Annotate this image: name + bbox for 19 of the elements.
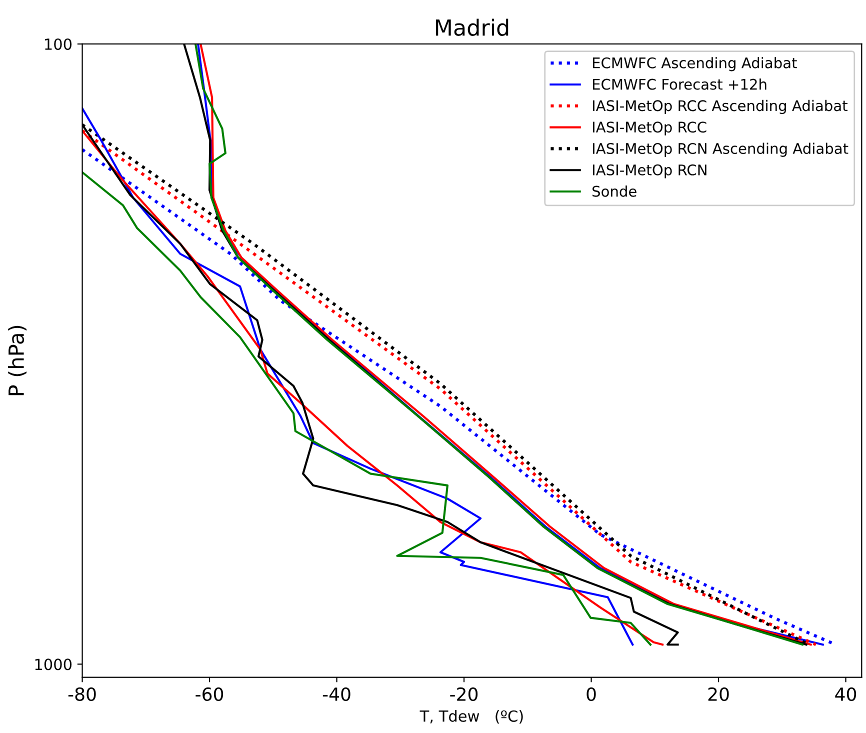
x-tick-label: 20 — [708, 687, 729, 701]
x-axis-title: T, Tdew (ºC) — [420, 710, 523, 724]
x-tick-label: -60 — [196, 687, 224, 701]
legend-label: IASI-MetOp RCC — [592, 122, 706, 136]
x-tick-label: -80 — [68, 687, 96, 701]
legend-label: ECMWFC Ascending Adiabat — [592, 57, 797, 72]
x-tick-label: -40 — [322, 687, 350, 701]
legend-label: IASI-MetOp RCN — [592, 164, 706, 178]
x-tick-label: -20 — [450, 687, 478, 701]
y-axis-title: P (hPa) — [8, 326, 27, 396]
chart-title: Madrid — [436, 18, 508, 36]
legend-label: IASI-MetOp RCC Ascending Adiabat — [592, 100, 848, 114]
x-tick-label: 0 — [586, 687, 596, 701]
legend-label: IASI-MetOp RCN Ascending Adiabat — [592, 142, 848, 157]
y-tick-label: 1000 — [35, 658, 72, 670]
legend-label: Sonde — [592, 186, 636, 197]
legend-label: ECMWFC Forecast +12h — [592, 78, 766, 90]
y-tick-label: 100 — [45, 38, 72, 50]
x-tick-label: 40 — [835, 687, 856, 701]
